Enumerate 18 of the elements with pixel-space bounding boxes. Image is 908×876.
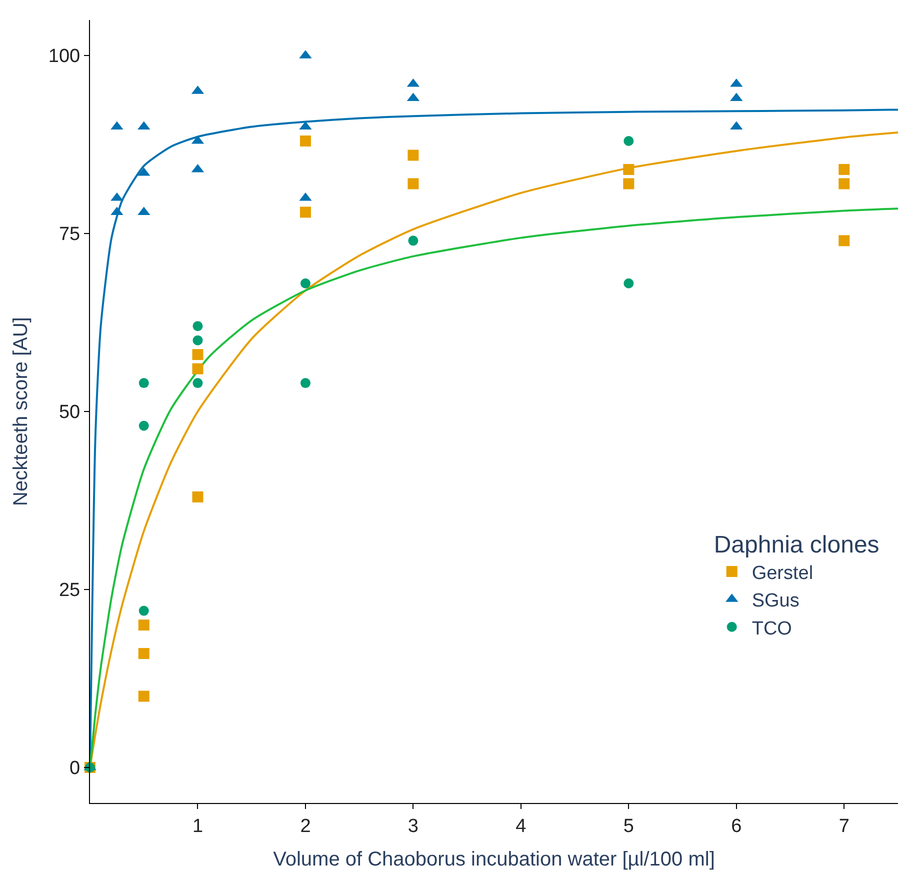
y-tick-label: 25 bbox=[58, 580, 80, 602]
x-tick-label: 4 bbox=[516, 816, 527, 837]
legend-label: Gerstel bbox=[752, 562, 814, 584]
x-axis-title: Volume of Chaoborus incubation water [µl/100 ml] bbox=[273, 848, 715, 870]
y-axis-title: Neckteeth score [AU] bbox=[10, 317, 32, 506]
y-tick-label: 100 bbox=[48, 46, 80, 68]
x-tick-label: 1 bbox=[192, 816, 204, 837]
legend-title: Daphnia clones bbox=[714, 532, 880, 559]
y-tick-label: 75 bbox=[58, 224, 80, 246]
x-tick-label: 2 bbox=[300, 816, 311, 837]
x-tick-label: 3 bbox=[408, 816, 418, 837]
x-tick-label: 7 bbox=[838, 816, 850, 837]
legend-label: SGus bbox=[752, 590, 800, 612]
y-tick-label: 0 bbox=[70, 758, 80, 780]
x-tick-label: 6 bbox=[731, 816, 742, 837]
legend-label: TCO bbox=[752, 618, 792, 640]
x-tick-label: 5 bbox=[623, 816, 634, 837]
y-tick-label: 50 bbox=[58, 402, 80, 424]
